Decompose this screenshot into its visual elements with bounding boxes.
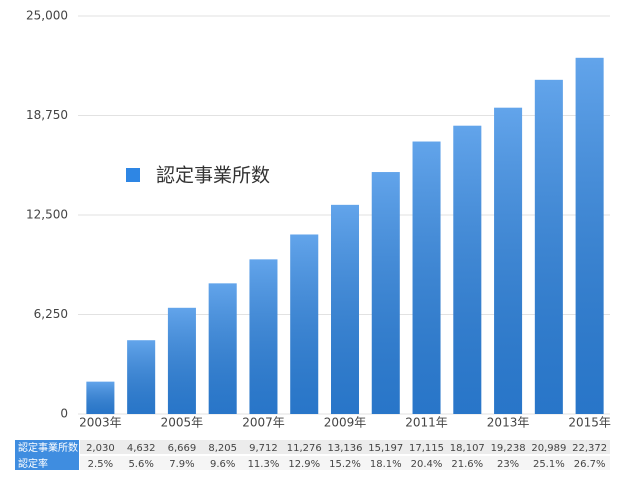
table-cell: 9.6%	[210, 459, 235, 470]
table-cell: 12.9%	[288, 459, 320, 470]
legend-swatch	[126, 168, 140, 182]
y-tick-label: 18,750	[26, 108, 68, 122]
table-cell: 13,136	[328, 443, 363, 454]
bar-shade	[331, 204, 359, 414]
table-cell: 20.4%	[411, 459, 443, 470]
table-cell: 21.6%	[451, 459, 483, 470]
bar-shade	[453, 125, 482, 414]
table-cell: 2.5%	[88, 459, 113, 470]
table-cell: 8,205	[208, 443, 237, 454]
table-cell: 11.3%	[248, 459, 280, 470]
table-cell: 20,989	[531, 443, 566, 454]
table-cell: 2,030	[86, 443, 115, 454]
y-tick-label: 6,250	[34, 307, 68, 321]
legend-label: 認定事業所数	[156, 165, 270, 187]
x-tick-label: 2015年	[568, 416, 611, 430]
bar-shade	[575, 57, 604, 414]
table-cell: 18.1%	[370, 459, 402, 470]
table-row-bg	[80, 456, 610, 470]
bar-shade	[208, 283, 237, 414]
bar-shade	[494, 107, 523, 414]
table-cell: 11,276	[287, 443, 322, 454]
x-tick-label: 2009年	[324, 416, 367, 430]
table-cell: 26.7%	[574, 459, 606, 470]
bar-shade	[127, 340, 156, 414]
table-cell: 25.1%	[533, 459, 565, 470]
y-tick-label: 25,000	[26, 9, 68, 23]
x-tick-label: 2007年	[242, 416, 285, 430]
x-tick-label: 2003年	[79, 416, 122, 430]
x-tick-label: 2013年	[487, 416, 530, 430]
y-tick-label: 0	[60, 407, 68, 421]
bar-shade	[167, 307, 196, 414]
x-tick-label: 2005年	[161, 416, 204, 430]
table-cell: 4,632	[127, 443, 156, 454]
table-cell: 19,238	[491, 443, 526, 454]
table-row-header: 認定率	[18, 457, 48, 470]
table-row-header: 認定事業所数	[18, 441, 78, 454]
bar-shade	[290, 234, 319, 414]
table-cell: 15.2%	[329, 459, 361, 470]
bar-shade	[412, 141, 441, 414]
table-cell: 6,669	[168, 443, 197, 454]
bar-shade	[86, 381, 115, 414]
table-cell: 9,712	[249, 443, 278, 454]
bar-shade	[534, 79, 563, 415]
bar-shade	[249, 259, 278, 414]
table-cell: 23%	[497, 459, 519, 470]
bar-shade	[371, 172, 400, 414]
table-cell: 18,107	[450, 443, 485, 454]
table-cell: 15,197	[368, 443, 403, 454]
table-cell: 17,115	[409, 443, 444, 454]
table-header-bg	[15, 440, 79, 470]
y-tick-label: 12,500	[26, 208, 68, 222]
x-tick-label: 2011年	[405, 416, 448, 430]
table-cell: 22,372	[572, 443, 607, 454]
table-cell: 5.6%	[128, 459, 153, 470]
table-row-bg	[80, 440, 610, 454]
table-cell: 7.9%	[169, 459, 194, 470]
